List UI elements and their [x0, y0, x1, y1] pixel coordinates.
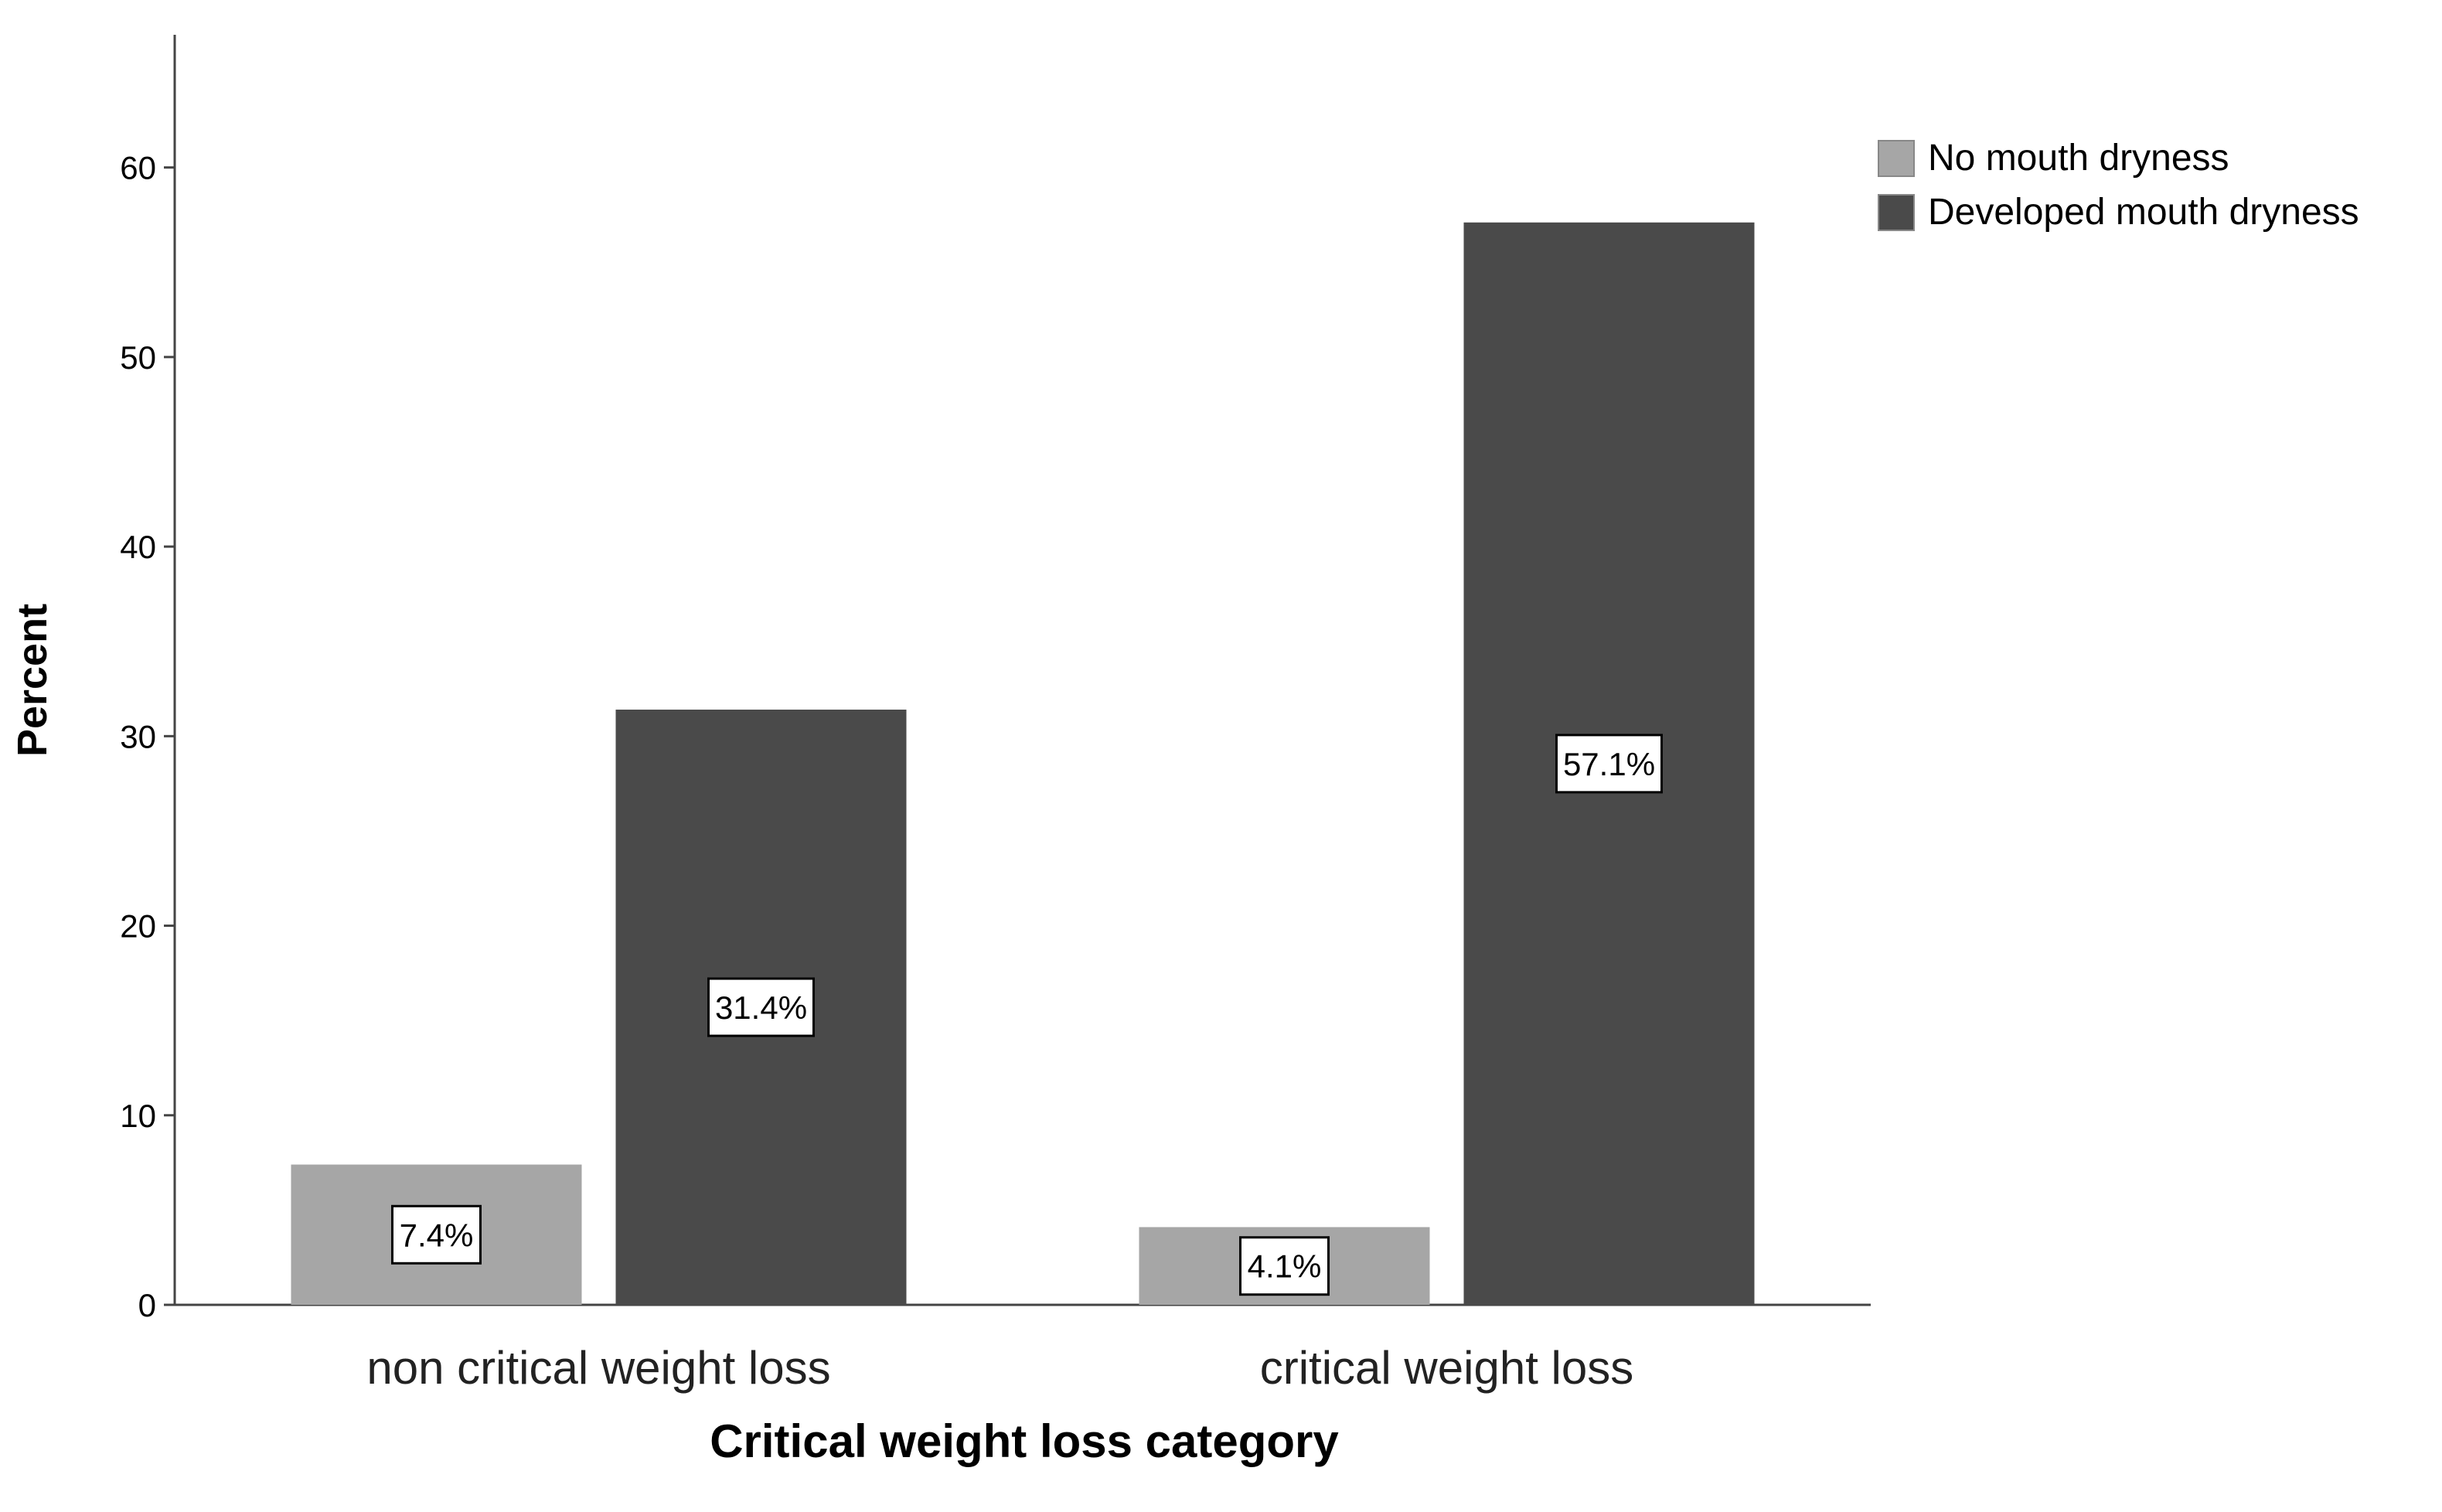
data-label-box [1555, 734, 1663, 794]
y-tick-label: 60 [120, 150, 156, 186]
legend-label: No mouth dryness [1928, 138, 2229, 179]
x-axis: non critical weight loss critical weight … [175, 1303, 1871, 1394]
y-tick-label: 10 [120, 1098, 156, 1134]
legend: No mouth dryness Developed mouth dryness [1878, 138, 2359, 233]
y-tick-label: 50 [120, 339, 156, 376]
legend-swatch [1878, 140, 1915, 177]
y-tick-label: 20 [120, 908, 156, 945]
x-tick-label: critical weight loss [1260, 1342, 1634, 1394]
data-label-box [1239, 1236, 1330, 1296]
data-label-box [391, 1204, 482, 1265]
data-label: 31.4% [715, 989, 807, 1026]
x-axis-title: Critical weight loss category [710, 1415, 1339, 1467]
data-label: 57.1% [1563, 746, 1655, 782]
data-labels: 7.4% 31.4% 4.1% 57.1% [391, 734, 1663, 1296]
data-label: 4.1% [1248, 1248, 1322, 1285]
y-axis-title: Percent [9, 604, 56, 757]
x-tick-label: non critical weight loss [366, 1342, 830, 1394]
y-axis: 0 10 20 30 40 50 60 [120, 35, 176, 1323]
legend-label: Developed mouth dryness [1928, 192, 2359, 233]
legend-swatch [1878, 194, 1915, 231]
data-label: 7.4% [400, 1217, 474, 1253]
data-label-box [707, 977, 815, 1037]
bars [291, 222, 1755, 1306]
y-tick-label: 40 [120, 529, 156, 565]
y-tick-label: 0 [138, 1287, 156, 1323]
y-tick-label: 30 [120, 718, 156, 754]
